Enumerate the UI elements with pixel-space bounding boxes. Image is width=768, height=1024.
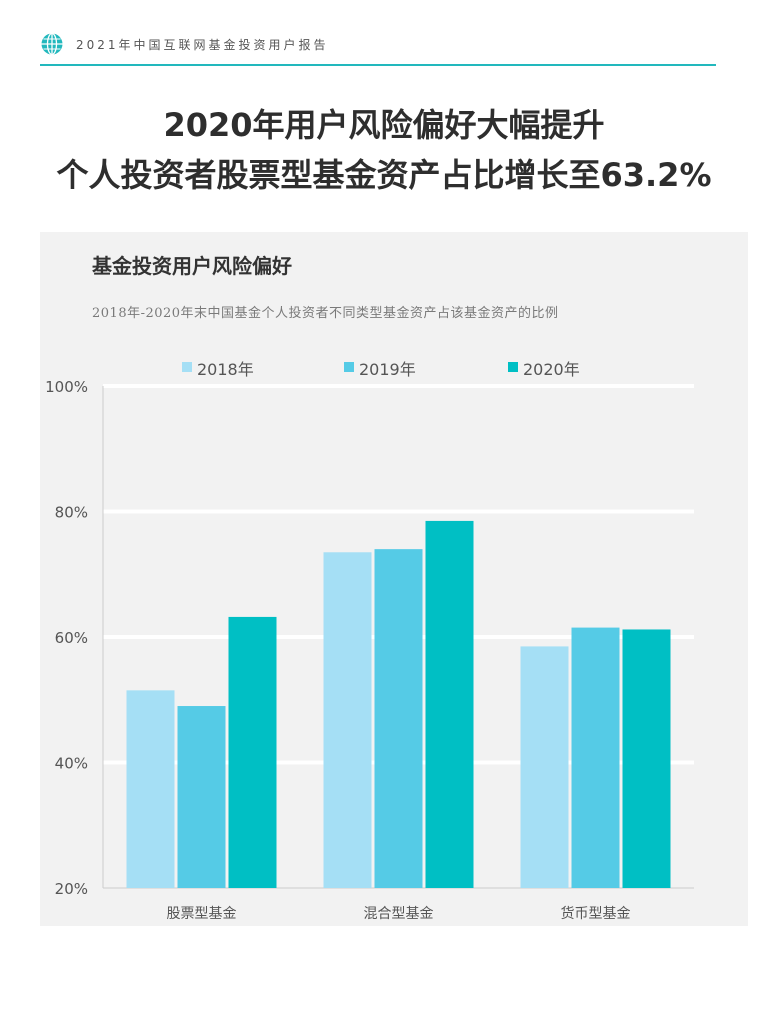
headline-line-1: 2020年用户风险偏好大幅提升 [163,106,605,144]
chart-legend: 2018年 2019年 2020年 [40,356,748,379]
y-tick-label: 20% [55,880,88,898]
report-header: 2021年中国互联网基金投资用户报告 [40,30,716,66]
y-tick-label: 40% [55,755,88,773]
bar [622,629,671,888]
legend-label-2019: 2019年 [359,360,416,379]
x-tick-label: 货币型基金 [561,905,631,922]
page-headline: 2020年用户风险偏好大幅提升 个人投资者股票型基金资产占比增长至63.2% [0,100,768,200]
bar [425,520,474,888]
legend-swatch-2018 [182,362,192,372]
chart-subtitle: 2018年-2020年末中国基金个人投资者不同类型基金资产占该基金资产的比例 [92,306,559,321]
x-tick-label: 混合型基金 [364,905,434,922]
bar [126,690,175,888]
y-tick-label: 80% [55,504,88,522]
report-title: 2021年中国互联网基金投资用户报告 [76,38,329,52]
legend-swatch-2019 [344,362,354,372]
bar [374,549,423,888]
y-tick-label: 60% [55,629,88,647]
legend-label-2018: 2018年 [197,360,254,379]
legend-label-2020: 2020年 [523,360,580,379]
chart-panel: 基金投资用户风险偏好 2018年-2020年末中国基金个人投资者不同类型基金资产… [40,232,748,926]
headline-line-2: 个人投资者股票型基金资产占比增长至63.2% [56,156,712,194]
bar-chart: 20% 40% 60% 80% 100% 股票型基金 混合型基金 货币型基金 [45,378,694,922]
bar [177,706,226,888]
x-tick-label: 股票型基金 [167,905,237,922]
globe-icon [41,32,63,56]
bar [228,616,277,888]
bar [323,552,372,888]
chart-title: 基金投资用户风险偏好 [92,254,292,278]
y-tick-label: 100% [45,378,88,396]
bar [571,627,620,888]
legend-swatch-2020 [508,362,518,372]
bar [520,646,569,888]
